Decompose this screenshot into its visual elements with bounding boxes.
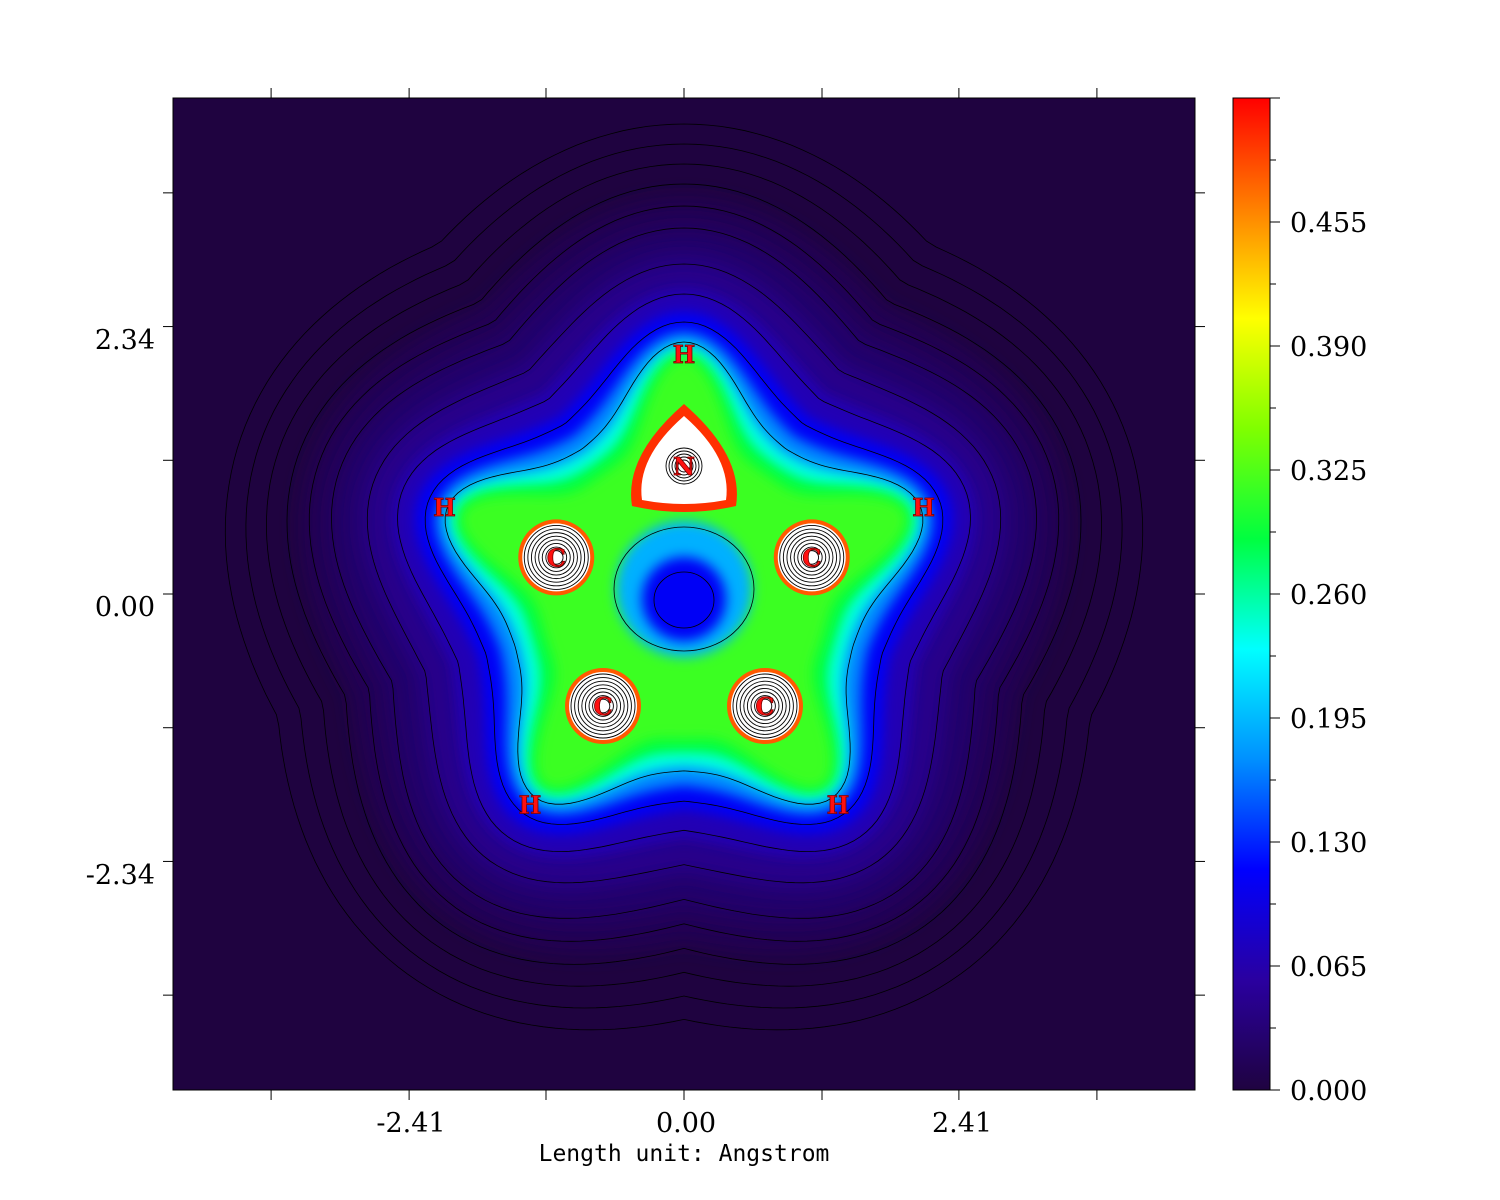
contour-line (308, 205, 1060, 942)
contour-line (331, 227, 1037, 919)
atom-label-h: H (433, 493, 456, 522)
contour-line (668, 450, 700, 482)
contour-line (531, 532, 582, 583)
colorbar-tick-label: 0.325 (1290, 456, 1367, 487)
colorbar-tick-label: 0.390 (1290, 332, 1367, 363)
contour-line (549, 550, 564, 565)
contour-line (592, 695, 614, 717)
contour-line (245, 143, 1123, 1009)
x-tick-label: 0.00 (656, 1108, 716, 1139)
contour-line (786, 532, 838, 583)
contour-line (746, 687, 784, 725)
contour-line (613, 526, 755, 652)
contour-line (793, 539, 830, 576)
atom-labels: N C C C C H H H H H (433, 340, 936, 820)
contour-line (538, 539, 575, 576)
contour-line (800, 546, 823, 569)
atom-label-c: C (755, 692, 774, 721)
colorbar-tick-label: 0.065 (1290, 952, 1367, 983)
atom-label-n: N (673, 452, 695, 481)
atom-label-h: H (519, 790, 542, 819)
x-tick-label: 2.41 (932, 1108, 992, 1139)
y-axis-labels: 2.34 0.00 -2.34 (86, 325, 155, 891)
contour-line (750, 691, 780, 721)
contour-line (732, 673, 798, 739)
contour-line (397, 293, 971, 853)
atom-label-h: H (673, 340, 696, 369)
contour-line (797, 542, 827, 572)
atom-label-c: C (547, 543, 566, 572)
colorbar-tick-label: 0.195 (1290, 704, 1367, 735)
contour-line (665, 447, 703, 485)
contour-line (782, 528, 841, 587)
contour-line (677, 459, 691, 473)
contour-line (757, 698, 773, 714)
x-tick-label: -2.41 (376, 1108, 445, 1139)
atom-core (730, 672, 799, 740)
colorbar-scale (1232, 97, 1271, 1091)
contour-line (366, 263, 1002, 884)
density-field (301, 199, 1067, 953)
y-tick-label: -2.34 (86, 860, 155, 891)
colorbar-labels: 0.455 0.390 0.325 0.260 0.195 0.130 0.065 0.000 (1290, 208, 1367, 1107)
atom-core (522, 523, 591, 592)
contour-line (444, 341, 924, 805)
contour-line (534, 535, 578, 580)
atom-label-c: C (802, 543, 821, 572)
contour-line (588, 691, 618, 721)
contour-line (595, 698, 611, 714)
contour-line (790, 535, 834, 580)
colorbar: 0.455 0.390 0.325 0.260 0.195 0.130 0.065 0.000 (1232, 97, 1367, 1107)
contour-line (674, 456, 694, 476)
contour-line (570, 673, 636, 739)
contour-line (581, 684, 625, 728)
contour-line (584, 687, 622, 725)
atom-core (569, 672, 638, 740)
y-tick-label: 0.00 (95, 592, 155, 623)
contour-line (224, 123, 1144, 1031)
colorbar-tick-label: 0.000 (1290, 1076, 1367, 1107)
axis-ticks (163, 88, 1205, 1100)
contour-line (754, 695, 776, 717)
atom-core (777, 523, 846, 592)
colorbar-tick-label: 0.455 (1290, 208, 1367, 239)
contour-line (577, 680, 629, 732)
heatmap-plot: N C C C C H H H H H (172, 97, 1196, 1091)
ring-center-min (642, 557, 726, 641)
atom-label-h: H (827, 790, 850, 819)
contour-lines (224, 123, 1144, 1031)
contour-line (541, 542, 571, 572)
contour-line (671, 453, 697, 479)
contour-line (286, 183, 1082, 965)
colorbar-tick-label: 0.260 (1290, 580, 1367, 611)
contour-line (265, 163, 1103, 987)
y-tick-label: 2.34 (95, 325, 155, 356)
colorbar-ticks (1270, 97, 1280, 1091)
atom-label-c: C (593, 692, 612, 721)
contour-line (653, 571, 715, 629)
x-axis-labels: -2.41 0.00 2.41 (376, 1108, 992, 1139)
contour-line (804, 550, 820, 565)
contour-line (574, 677, 632, 735)
contour-line (736, 677, 794, 735)
contour-line (527, 528, 586, 587)
contour-line (545, 546, 568, 569)
x-axis-title: Length unit: Angstrom (539, 1141, 830, 1167)
contour-line (743, 684, 787, 728)
atom-label-h: H (912, 493, 935, 522)
contour-line (779, 524, 845, 590)
contour-line (424, 321, 944, 825)
colorbar-tick-label: 0.130 (1290, 828, 1367, 859)
contour-line (739, 680, 791, 732)
contour-line (523, 524, 589, 590)
